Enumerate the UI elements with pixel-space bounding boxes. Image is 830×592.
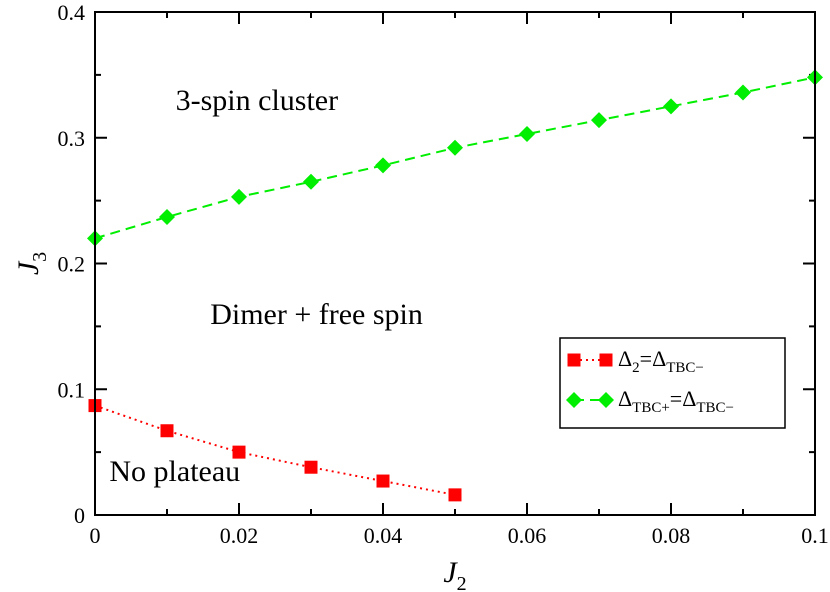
data-point xyxy=(232,445,246,459)
legend-markers xyxy=(567,353,613,367)
legend-markers xyxy=(566,392,614,408)
legend: Δ2=ΔTBC− ΔTBC+=ΔTBC− xyxy=(559,337,786,429)
region-label: Dimer + free spin xyxy=(210,298,423,331)
data-point xyxy=(447,139,463,156)
x-tick-label: 0.1 xyxy=(801,523,829,548)
legend-marker xyxy=(567,353,581,367)
data-point xyxy=(303,173,319,190)
data-point xyxy=(735,84,751,101)
plot-frame xyxy=(94,11,816,516)
x-tick-label: 0.02 xyxy=(220,523,259,548)
y-axis-title: J3 xyxy=(12,252,51,275)
data-point xyxy=(519,125,535,142)
tick-labels: 0 0.02 0.04 0.06 0.08 0.1 0 0.1 0.2 0.3 0.4 xyxy=(58,0,829,548)
data-point xyxy=(375,157,391,174)
data-point xyxy=(448,488,462,502)
legend-entry: Δ2=ΔTBC− xyxy=(567,346,704,376)
legend-entry: ΔTBC+=ΔTBC− xyxy=(566,386,734,416)
legend-marker xyxy=(598,392,614,408)
y-tick-label: 0.4 xyxy=(58,0,86,25)
legend-box xyxy=(559,337,786,429)
x-axis-title-base: J xyxy=(443,556,458,589)
x-tick-label: 0.08 xyxy=(652,523,691,548)
legend-marker xyxy=(566,392,582,408)
x-tick-label: 0 xyxy=(90,523,101,548)
x-tick-label: 0.04 xyxy=(364,523,403,548)
series-layer xyxy=(87,69,823,502)
legend-label: Δ2=ΔTBC− xyxy=(618,346,704,376)
data-point xyxy=(304,460,318,474)
x-axis-title-sub: 2 xyxy=(457,573,467,592)
data-point xyxy=(663,98,679,115)
y-tick-label: 0 xyxy=(74,503,85,528)
legend-marker xyxy=(599,353,613,367)
region-label: 3-spin cluster xyxy=(176,84,338,117)
legend-label: ΔTBC+=ΔTBC− xyxy=(618,386,734,416)
data-point xyxy=(231,188,247,205)
region-label: No plateau xyxy=(109,455,240,488)
data-point xyxy=(591,112,607,129)
y-tick-label: 0.3 xyxy=(58,126,86,151)
data-point xyxy=(159,208,175,225)
annotation-layer: 3-spin cluster Dimer + free spin No platea… xyxy=(109,84,422,488)
y-tick-label: 0.2 xyxy=(58,252,86,277)
data-point xyxy=(160,424,174,438)
x-tick-label: 0.06 xyxy=(508,523,547,548)
y-tick-label: 0.1 xyxy=(58,377,86,402)
data-point xyxy=(376,474,390,488)
x-axis-title: J2 xyxy=(443,556,466,592)
y-axis-title-sub: 3 xyxy=(29,252,51,262)
y-axis-title-base: J xyxy=(12,260,45,275)
